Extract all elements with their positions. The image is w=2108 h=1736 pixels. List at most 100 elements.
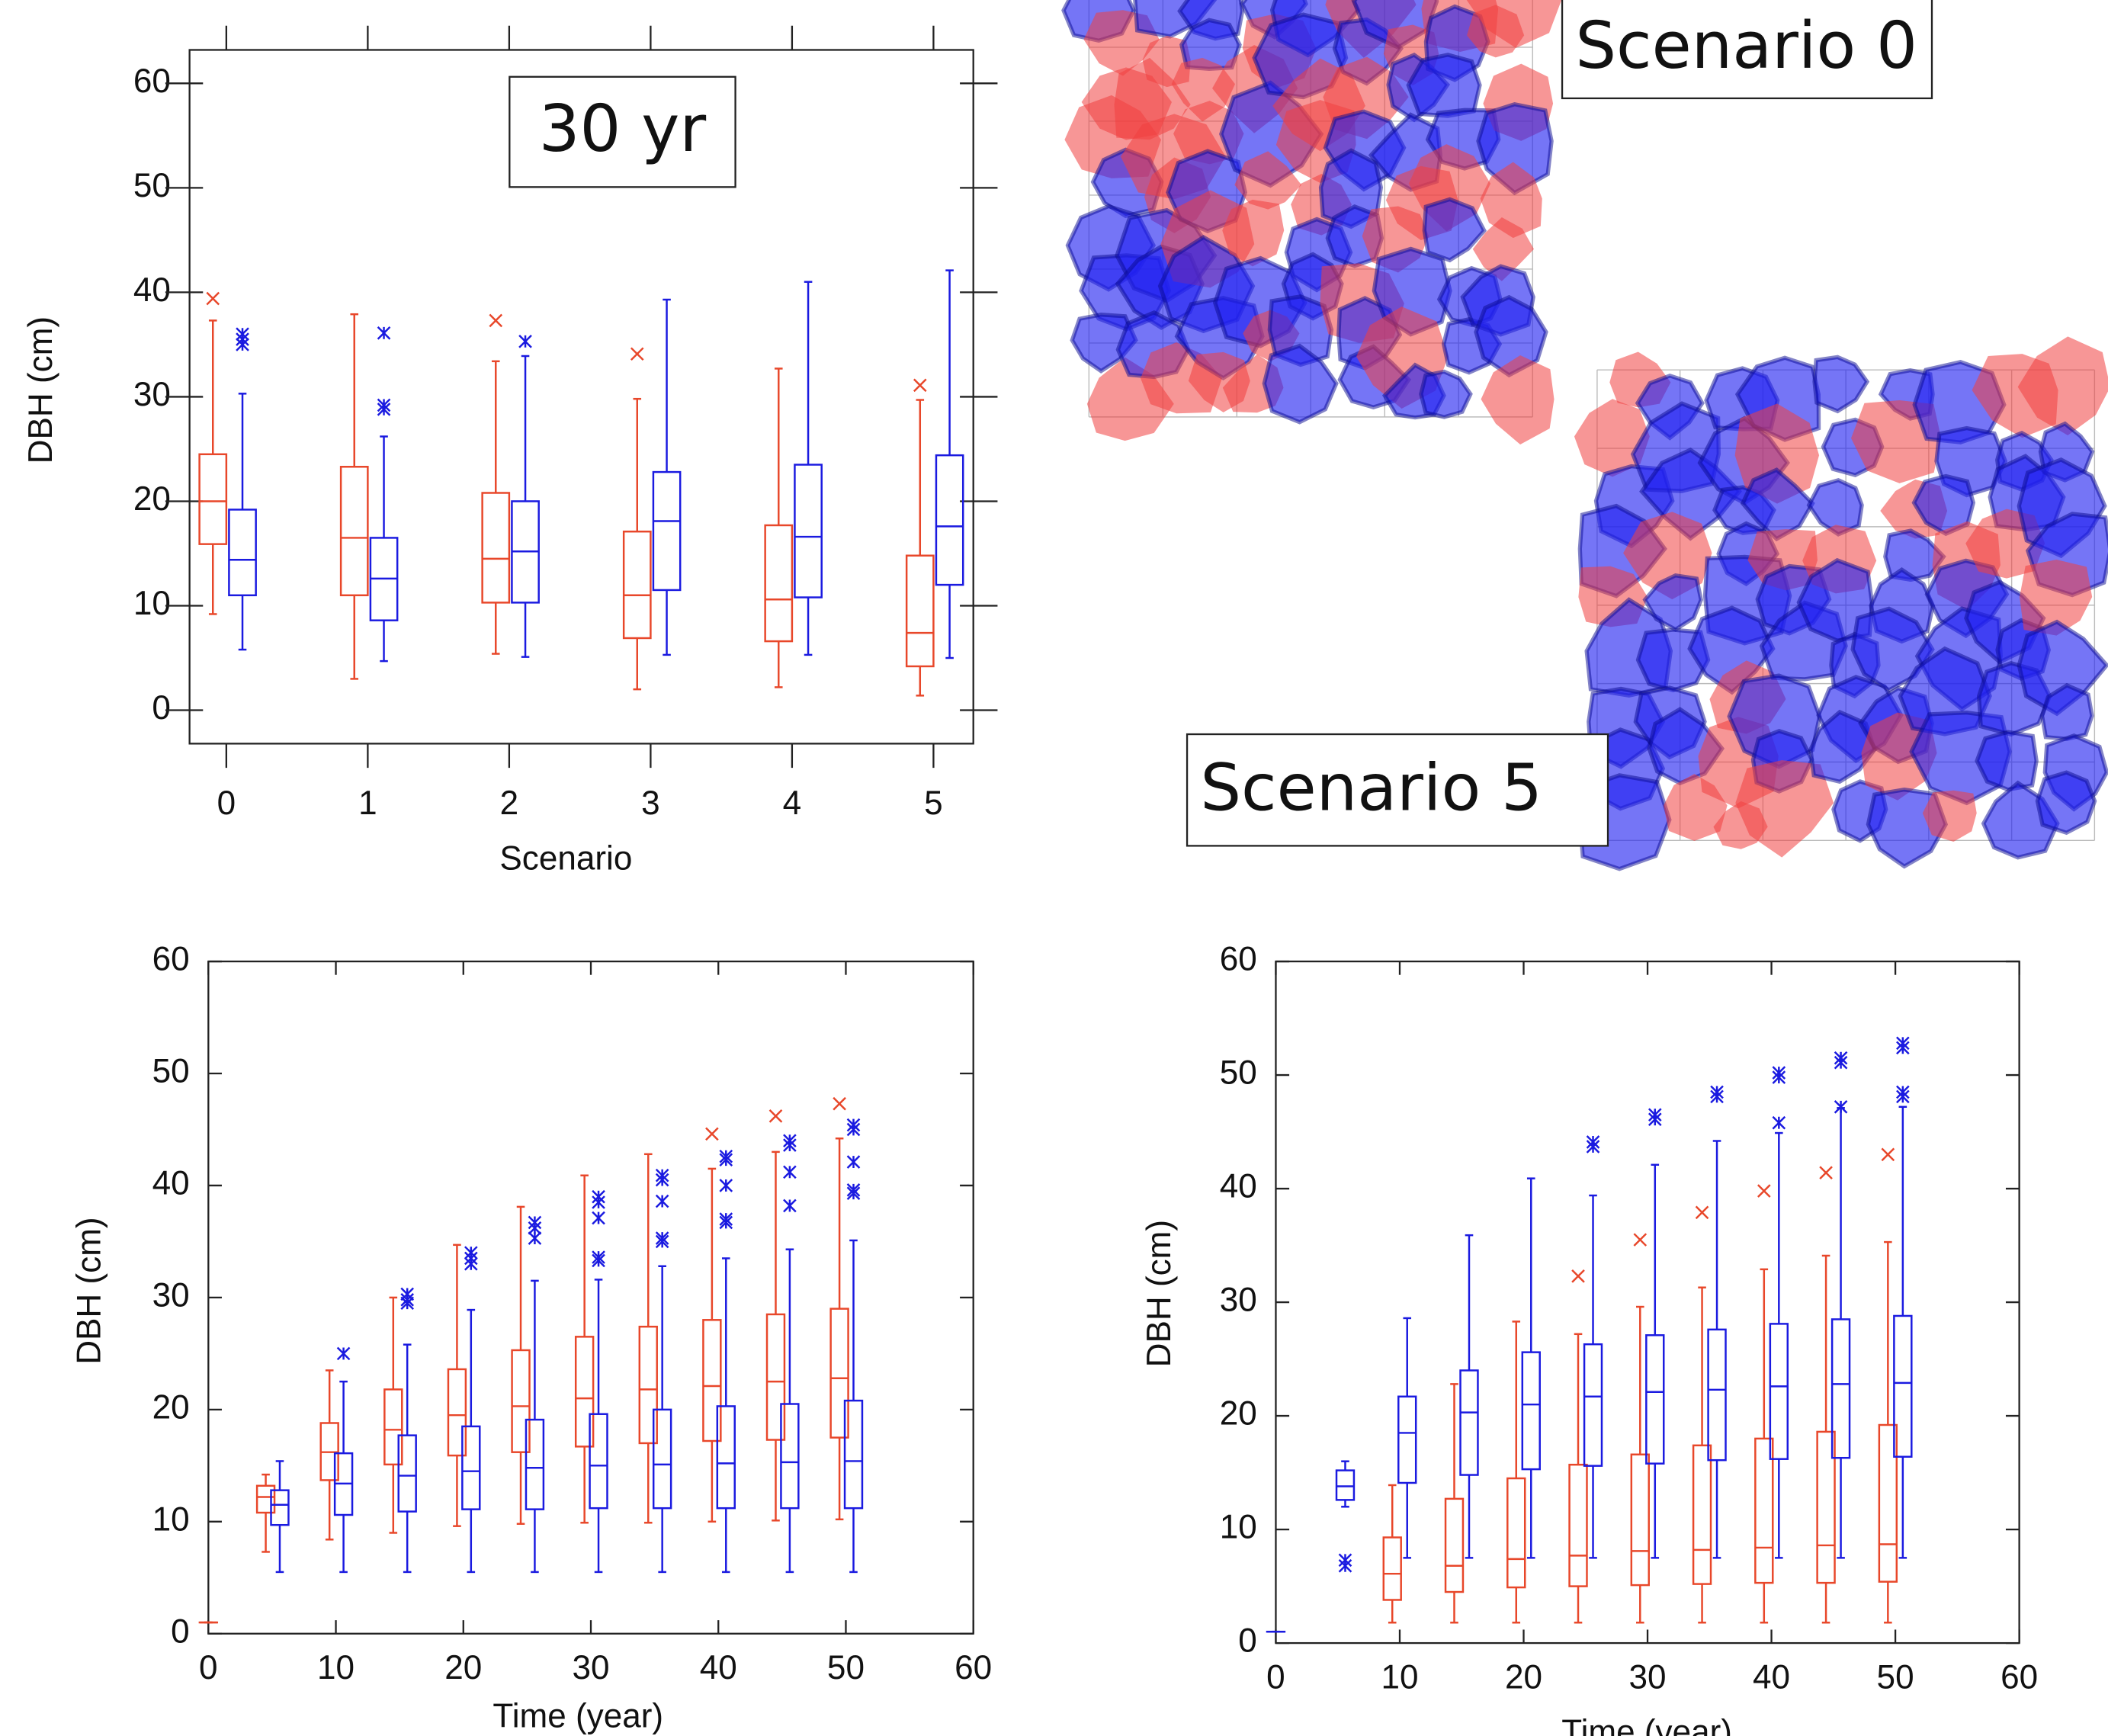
tree-crown	[1419, 369, 1473, 419]
box	[1754, 1437, 1774, 1584]
x-tick-label: 40	[1753, 1658, 1790, 1696]
x-tick-label: 4	[783, 785, 802, 822]
y-tick-label: 20	[1220, 1395, 1257, 1433]
outlier	[518, 334, 532, 348]
outlier	[1586, 1140, 1600, 1154]
y-axis-title: DBH (cm)	[22, 316, 59, 464]
box	[255, 1484, 276, 1514]
outlier	[1710, 1089, 1724, 1104]
outlier	[655, 1234, 669, 1249]
x-tick-label: 0	[217, 785, 236, 822]
y-tick-label: 40	[152, 1165, 190, 1202]
box	[716, 1405, 736, 1510]
box	[765, 1313, 786, 1441]
outlier	[1695, 1205, 1709, 1220]
box	[1397, 1395, 1417, 1484]
box	[935, 454, 964, 586]
box	[638, 1325, 658, 1445]
box	[1521, 1351, 1541, 1471]
outlier	[719, 1215, 733, 1230]
outlier	[846, 1122, 861, 1137]
outlier	[464, 1257, 478, 1271]
outlier	[846, 1186, 861, 1201]
outlier	[528, 1231, 542, 1245]
y-axis-title: DBH (cm)	[71, 1217, 108, 1364]
tree-crown	[1975, 730, 2039, 792]
outlier	[1896, 1041, 1910, 1055]
box	[1444, 1497, 1465, 1593]
x-tick-label: 1	[358, 785, 377, 822]
outlier	[1571, 1269, 1585, 1283]
x-tick-label: 30	[1629, 1658, 1667, 1696]
outlier	[592, 1211, 605, 1225]
annotation: 30 yr	[539, 91, 707, 166]
box	[481, 492, 511, 604]
outlier	[400, 1296, 415, 1311]
y-tick-label: 10	[1220, 1509, 1257, 1546]
tree-crown	[1922, 790, 1977, 842]
box	[843, 1399, 864, 1510]
box	[652, 470, 682, 592]
outlier	[846, 1155, 861, 1169]
x-tick-label: 3	[641, 785, 660, 822]
outlier	[489, 313, 503, 328]
map-label-box	[1561, 0, 1933, 100]
y-tick-label: 0	[171, 1612, 190, 1650]
tree-crown	[1808, 709, 1877, 785]
box	[525, 1418, 545, 1510]
box	[764, 524, 794, 643]
box	[1583, 1343, 1603, 1467]
y-tick-label: 50	[152, 1053, 190, 1090]
y-tick-label: 0	[1238, 1622, 1257, 1660]
x-tick-label: 20	[1505, 1658, 1542, 1696]
y-tick-label: 30	[1220, 1282, 1257, 1319]
outlier	[528, 1221, 542, 1235]
map-label-box	[1186, 733, 1609, 847]
outlier	[1772, 1070, 1786, 1084]
y-tick-label: 20	[152, 1388, 190, 1426]
outlier	[719, 1153, 733, 1166]
x-tick-label: 0	[1266, 1658, 1285, 1696]
outlier	[1648, 1112, 1662, 1126]
x-tick-label: 60	[2001, 1658, 2038, 1696]
outlier	[1633, 1233, 1648, 1247]
y-tick-label: 10	[152, 1500, 190, 1538]
x-axis-title: Time (year)	[1561, 1714, 1732, 1736]
tree-crown	[1406, 53, 1482, 118]
tree-crown	[1812, 355, 1870, 414]
annotation-box	[509, 75, 736, 188]
outlier	[913, 378, 927, 393]
x-tick-label: 20	[444, 1649, 482, 1686]
box	[794, 464, 823, 598]
tree-crown	[1476, 101, 1554, 196]
x-tick-label: 60	[955, 1649, 992, 1686]
outlier	[705, 1127, 719, 1141]
outlier	[783, 1165, 797, 1179]
x-tick-label: 50	[1877, 1658, 1914, 1696]
box	[780, 1403, 800, 1510]
tree-crown	[1422, 197, 1487, 263]
x-tick-label: 0	[199, 1649, 218, 1686]
tree-crown	[1883, 528, 1946, 582]
outlier	[655, 1173, 669, 1187]
tree-crown	[1222, 199, 1285, 267]
tree-crown	[1735, 760, 1834, 858]
outlier	[1819, 1166, 1833, 1180]
outlier	[592, 1195, 605, 1209]
box	[1382, 1536, 1402, 1601]
box	[1878, 1423, 1898, 1583]
outlier	[377, 403, 391, 416]
outlier	[655, 1194, 669, 1208]
x-axis-title: Scenario	[499, 839, 632, 877]
plot-frame	[207, 960, 974, 1635]
tree-crown	[2019, 559, 2093, 636]
crown-maps	[1061, 0, 2108, 871]
box	[447, 1368, 467, 1457]
box	[1830, 1318, 1851, 1459]
tree-crown	[1234, 151, 1302, 210]
x-tick-label: 5	[924, 785, 943, 822]
outlier	[783, 1138, 797, 1152]
box	[1707, 1328, 1727, 1462]
outlier	[1338, 1558, 1352, 1573]
